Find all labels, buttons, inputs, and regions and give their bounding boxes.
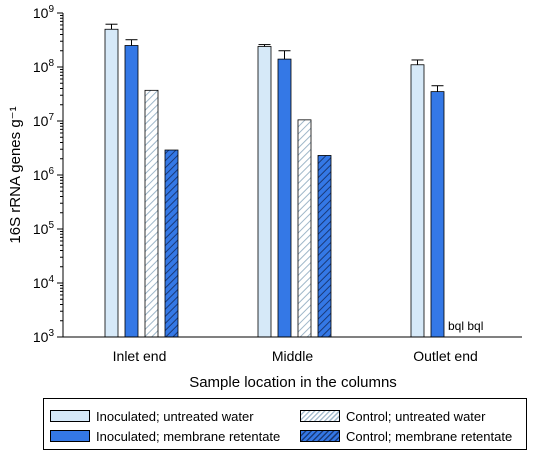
y-tick-label: 106 [33, 166, 55, 183]
error-bar-inoculated-membrane-retentate-outlet-end [431, 85, 444, 92]
legend-swatch-inoculated-untreated [50, 410, 90, 422]
y-tick-label: 104 [33, 274, 55, 291]
bar-inoculated-membrane-retentate-inlet-end [124, 45, 139, 338]
annotation-bql: bql bql [448, 319, 483, 333]
bar-control-untreated-water-middle [297, 119, 312, 338]
legend-item-inoculated-untreated: Inoculated; untreated water [50, 408, 254, 424]
error-bar-inoculated-membrane-retentate-inlet-end [125, 39, 138, 46]
y-tick-label: 107 [33, 112, 55, 129]
legend-label-inoculated-retentate: Inoculated; membrane retentate [96, 428, 281, 444]
legend-item-control-untreated: Control; untreated water [300, 408, 485, 424]
y-axis-label: 16S rRNA genes g⁻¹ [7, 106, 24, 243]
legend-swatch-control-retentate [300, 430, 340, 442]
error-bar-inoculated-membrane-retentate-middle [278, 50, 291, 60]
legend-item-inoculated-retentate: Inoculated; membrane retentate [50, 428, 280, 444]
bar-control-untreated-water-inlet-end [144, 89, 159, 338]
x-tick-label-inlet-end: Inlet end [113, 348, 167, 364]
y-tick-label: 109 [33, 4, 55, 21]
legend-item-control-retentate: Control; membrane retentate [300, 428, 512, 444]
error-bar-inoculated-untreated-water-inlet-end [105, 23, 118, 30]
bars-layer [104, 23, 445, 338]
bar-control-membrane-retentate-middle [317, 155, 332, 338]
bar-control-membrane-retentate-inlet-end [164, 149, 179, 338]
legend-swatch-control-untreated [300, 410, 340, 422]
legend-swatch-inoculated-retentate [50, 430, 90, 442]
bar-inoculated-untreated-water-inlet-end [104, 28, 119, 338]
bar-inoculated-membrane-retentate-outlet-end [430, 91, 445, 338]
error-bar-inoculated-untreated-water-outlet-end [411, 59, 424, 65]
y-tick-label: 103 [33, 328, 55, 345]
x-tick-label-outlet-end: Outlet end [413, 348, 478, 364]
legend-label-control-retentate: Control; membrane retentate [346, 428, 513, 444]
legend-label-control-untreated: Control; untreated water [346, 408, 486, 424]
x-tick-label-middle: Middle [272, 348, 313, 364]
y-tick-label: 108 [33, 58, 55, 75]
bar-inoculated-untreated-water-middle [257, 46, 272, 338]
bar-inoculated-membrane-retentate-middle [277, 58, 292, 338]
axes-layer: 103 104 105 106 107 108 109 Inlet end Middle Outl… [33, 4, 522, 364]
legend-label-inoculated-untreated: Inoculated; untreated water [96, 408, 254, 424]
legend: Inoculated; untreated water Inoculated; … [43, 398, 527, 450]
y-tick-label: 105 [33, 220, 55, 237]
error-bar-inoculated-untreated-water-middle [258, 44, 271, 47]
x-axis-label: Sample location in the columns [189, 374, 397, 391]
chart: 103 104 105 106 107 108 109 Inlet end Middle Outl… [7, 4, 522, 391]
bar-inoculated-untreated-water-outlet-end [410, 64, 425, 338]
